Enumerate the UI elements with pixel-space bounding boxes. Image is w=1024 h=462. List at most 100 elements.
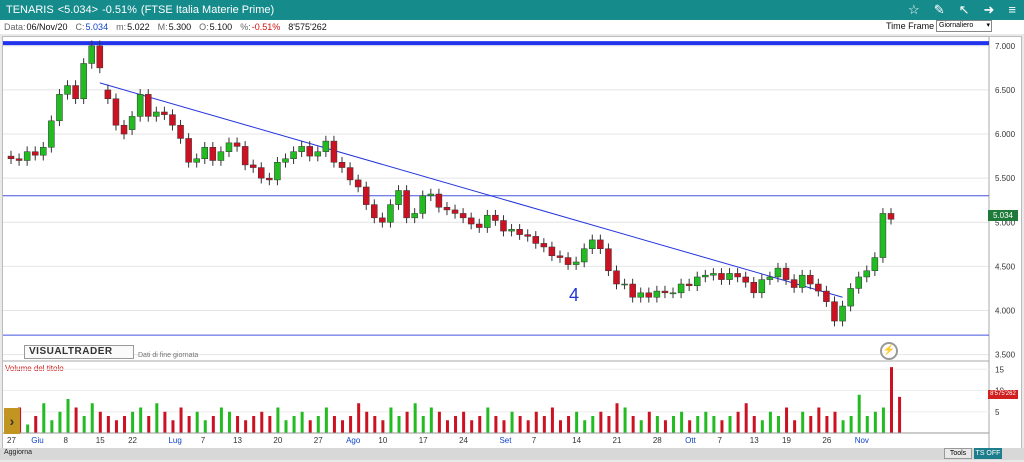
candle-body bbox=[467, 217, 475, 225]
refresh-label[interactable]: Aggiorna bbox=[4, 449, 33, 456]
volume-bar bbox=[147, 416, 151, 433]
candle-body bbox=[492, 214, 499, 221]
volume-bar bbox=[502, 420, 506, 433]
candle-body bbox=[564, 257, 572, 265]
volume-bar bbox=[567, 416, 571, 433]
candle-body bbox=[298, 146, 305, 152]
pct-value: -0.51% bbox=[251, 22, 281, 32]
volume-bar bbox=[429, 407, 433, 433]
volume-bar bbox=[672, 416, 676, 433]
title-bar: TENARIS <5.034> -0.51% (FTSE Italia Mate… bbox=[0, 0, 1024, 20]
volume-bar bbox=[300, 411, 304, 433]
candle-body bbox=[532, 236, 540, 244]
volume-bar bbox=[332, 416, 336, 433]
candle-body bbox=[871, 257, 879, 272]
x-tick-label: 22 bbox=[128, 436, 137, 445]
volume-bar bbox=[647, 411, 651, 433]
candle-body bbox=[48, 120, 55, 148]
chart-area[interactable]: 7.000 6.500 6.000 5.500 5.000 4.500 4.000 3.500… bbox=[2, 36, 1023, 457]
volume-bar bbox=[389, 407, 393, 433]
volume-bar bbox=[324, 407, 328, 433]
volume-bar bbox=[550, 407, 554, 433]
candle-body bbox=[64, 85, 71, 95]
volume-bar bbox=[58, 411, 62, 433]
y-tick-label: 4.500 bbox=[995, 262, 1016, 271]
volume-bar bbox=[268, 416, 272, 433]
x-tick-label: 24 bbox=[459, 436, 468, 445]
x-tick-label: 21 bbox=[613, 436, 622, 445]
price-chart[interactable]: 7.000 6.500 6.000 5.500 5.000 4.500 4.000 3.500… bbox=[3, 37, 1023, 457]
x-tick-label: 7 bbox=[201, 436, 206, 445]
volume-bar bbox=[470, 420, 474, 433]
x-tick-label: Giu bbox=[31, 436, 43, 445]
volume-bar bbox=[833, 411, 837, 433]
volume-bar bbox=[607, 416, 611, 433]
open-value: 5.100 bbox=[209, 22, 233, 32]
candle-body bbox=[693, 276, 701, 287]
volume-bar bbox=[760, 420, 764, 433]
pen-icon[interactable]: ✎ bbox=[933, 2, 945, 17]
x-tick-label: 17 bbox=[419, 436, 428, 445]
candle-body bbox=[613, 270, 620, 285]
expand-arrow-icon[interactable]: › bbox=[4, 408, 20, 434]
info-bar: Data: 06/Nov/20 C: 5.034 m: 5.022 M: 5.300 O… bbox=[0, 20, 1024, 34]
volume-bar bbox=[203, 420, 207, 433]
trendline bbox=[99, 82, 843, 298]
tools-button[interactable]: Tools bbox=[944, 448, 972, 459]
volume-bar bbox=[106, 416, 110, 433]
volume-bar bbox=[639, 420, 643, 433]
volume-bar bbox=[454, 416, 458, 433]
volume-bar bbox=[655, 416, 659, 433]
volume-bar bbox=[284, 420, 288, 433]
timeframe-select[interactable]: Giornaliero bbox=[936, 20, 992, 32]
lightning-icon[interactable]: ⚡ bbox=[880, 342, 898, 360]
candle-body bbox=[274, 162, 281, 181]
volume-bar bbox=[599, 411, 603, 433]
open-label: O: bbox=[199, 22, 209, 32]
candle-body bbox=[459, 213, 467, 219]
x-tick-label: 28 bbox=[653, 436, 662, 445]
arrow-icon[interactable]: ➜ bbox=[983, 2, 995, 17]
candle-body bbox=[580, 248, 588, 263]
volume-bar bbox=[785, 407, 789, 433]
hand-icon[interactable]: ↖ bbox=[958, 2, 970, 17]
volume-bar bbox=[66, 399, 70, 433]
volume-bar bbox=[123, 416, 127, 433]
volume-bar bbox=[405, 411, 409, 433]
volume-bar bbox=[542, 416, 546, 433]
volume-bar bbox=[873, 411, 877, 433]
volume-bar bbox=[720, 420, 724, 433]
volume-bar bbox=[373, 416, 377, 433]
y-tick-label: 7.000 bbox=[995, 42, 1016, 51]
candle-body bbox=[258, 167, 265, 179]
volume-bar bbox=[341, 420, 345, 433]
x-tick-label: 14 bbox=[572, 436, 581, 445]
volume-bar bbox=[510, 411, 514, 433]
ticker: TENARIS bbox=[6, 4, 54, 16]
volume-bar bbox=[696, 416, 700, 433]
volume-bar bbox=[163, 411, 167, 433]
candle-body bbox=[702, 274, 709, 278]
volume-bar bbox=[98, 411, 102, 433]
candle-body bbox=[685, 283, 693, 287]
candle-body bbox=[556, 255, 564, 258]
candle-body bbox=[831, 301, 838, 322]
candle-body bbox=[177, 124, 184, 139]
candle-body bbox=[476, 223, 483, 228]
star-icon[interactable]: ☆ bbox=[908, 2, 920, 17]
volume-bar bbox=[890, 367, 893, 433]
candle-body bbox=[15, 158, 23, 161]
toolbar-icons: ☆ ✎ ↖ ➜ ≡ bbox=[908, 2, 1020, 18]
candle-body bbox=[419, 195, 426, 214]
candle-body bbox=[589, 239, 596, 249]
volume-bar bbox=[736, 411, 740, 433]
candle-body bbox=[734, 273, 741, 278]
volume-bar bbox=[728, 416, 732, 433]
volume-bar bbox=[179, 407, 183, 433]
volume-value: 8'575'262 bbox=[288, 22, 327, 32]
pct-label: %: bbox=[240, 22, 251, 32]
menu-icon[interactable]: ≡ bbox=[1008, 2, 1016, 17]
candle-body bbox=[798, 274, 806, 288]
ts-off-button[interactable]: TS OFF bbox=[974, 448, 1002, 459]
candle-body bbox=[120, 124, 128, 135]
